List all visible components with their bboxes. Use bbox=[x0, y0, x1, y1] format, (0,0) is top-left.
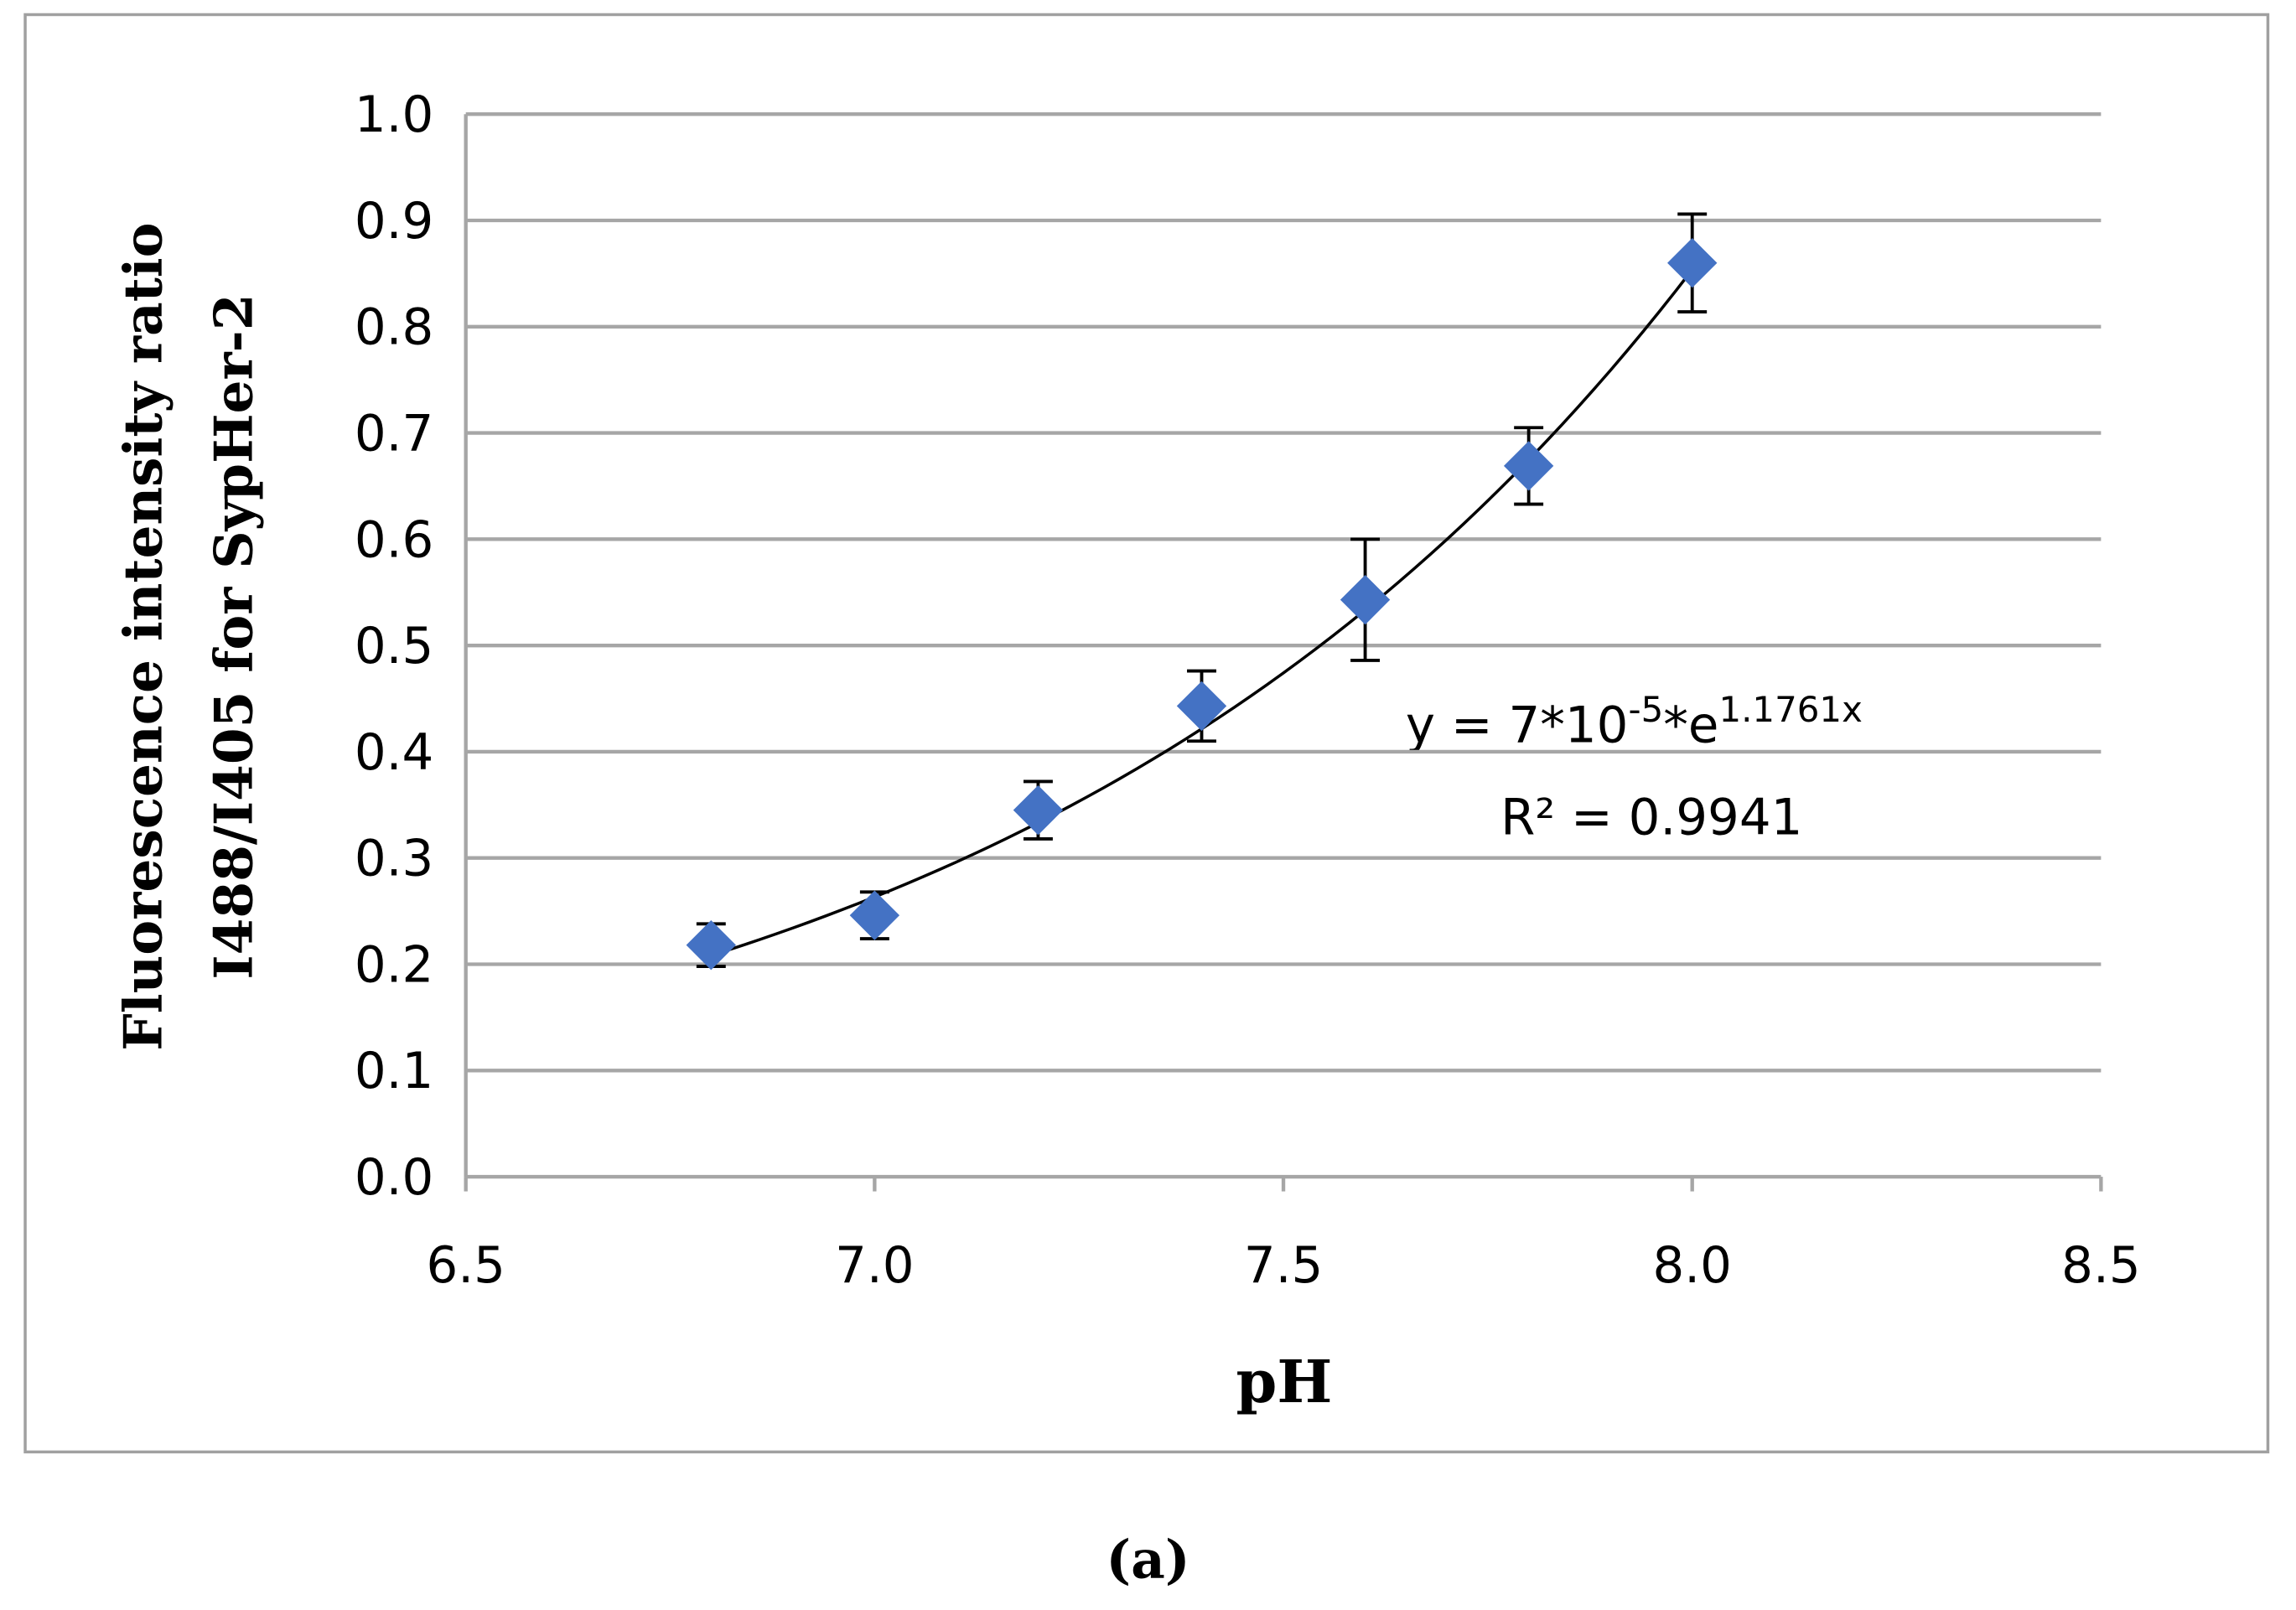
x-axis-label: pH bbox=[1236, 1348, 1332, 1416]
eq-sup: 1.1761x bbox=[1718, 689, 1862, 730]
marker bbox=[1176, 681, 1227, 732]
x-tick-label: 8.5 bbox=[2061, 1237, 2140, 1295]
eq-sup: -5 bbox=[1628, 689, 1663, 730]
x-tick-label: 6.5 bbox=[426, 1237, 505, 1295]
marker bbox=[1503, 441, 1554, 491]
x-tick-label: 7.5 bbox=[1244, 1237, 1323, 1295]
marker bbox=[849, 890, 900, 940]
y-tick-label: 0.1 bbox=[355, 1043, 433, 1100]
eq-part: *e bbox=[1663, 696, 1718, 754]
y-tick-label: 0.2 bbox=[355, 936, 433, 994]
marker bbox=[1667, 238, 1718, 288]
y-tick-label: 0.7 bbox=[355, 406, 433, 463]
y-tick-label: 0.5 bbox=[355, 618, 433, 676]
r-squared: R² = 0.9941 bbox=[1500, 789, 1802, 846]
y-tick-label: 0.9 bbox=[355, 193, 433, 251]
y-tick-label: 0.3 bbox=[355, 831, 433, 888]
x-tick-label: 8.0 bbox=[1653, 1237, 1732, 1295]
eq-part: y = 7*10 bbox=[1406, 696, 1629, 754]
caption: (a) bbox=[1106, 1529, 1189, 1591]
y-tick-label: 1.0 bbox=[355, 86, 433, 144]
marker bbox=[686, 919, 736, 971]
y-tick-label: 0.6 bbox=[355, 511, 433, 569]
y-axis-label-line: Fluorescence intensity ratio bbox=[111, 222, 174, 1050]
y-tick-label: 0.8 bbox=[355, 299, 433, 357]
y-axis-label: Fluorescence intensity ratio I488/I405 f… bbox=[111, 222, 264, 1050]
trend-equation: y = 7*10-5*e1.1761x bbox=[1406, 689, 1863, 754]
chart-frame bbox=[23, 13, 2270, 1454]
marker bbox=[1013, 784, 1064, 836]
y-tick-label: 0.0 bbox=[355, 1149, 433, 1207]
y-axis-label-line: I488/I405 for SypHer-2 bbox=[203, 294, 265, 980]
x-tick-label: 7.0 bbox=[835, 1237, 914, 1295]
y-tick-label: 0.4 bbox=[355, 724, 433, 782]
